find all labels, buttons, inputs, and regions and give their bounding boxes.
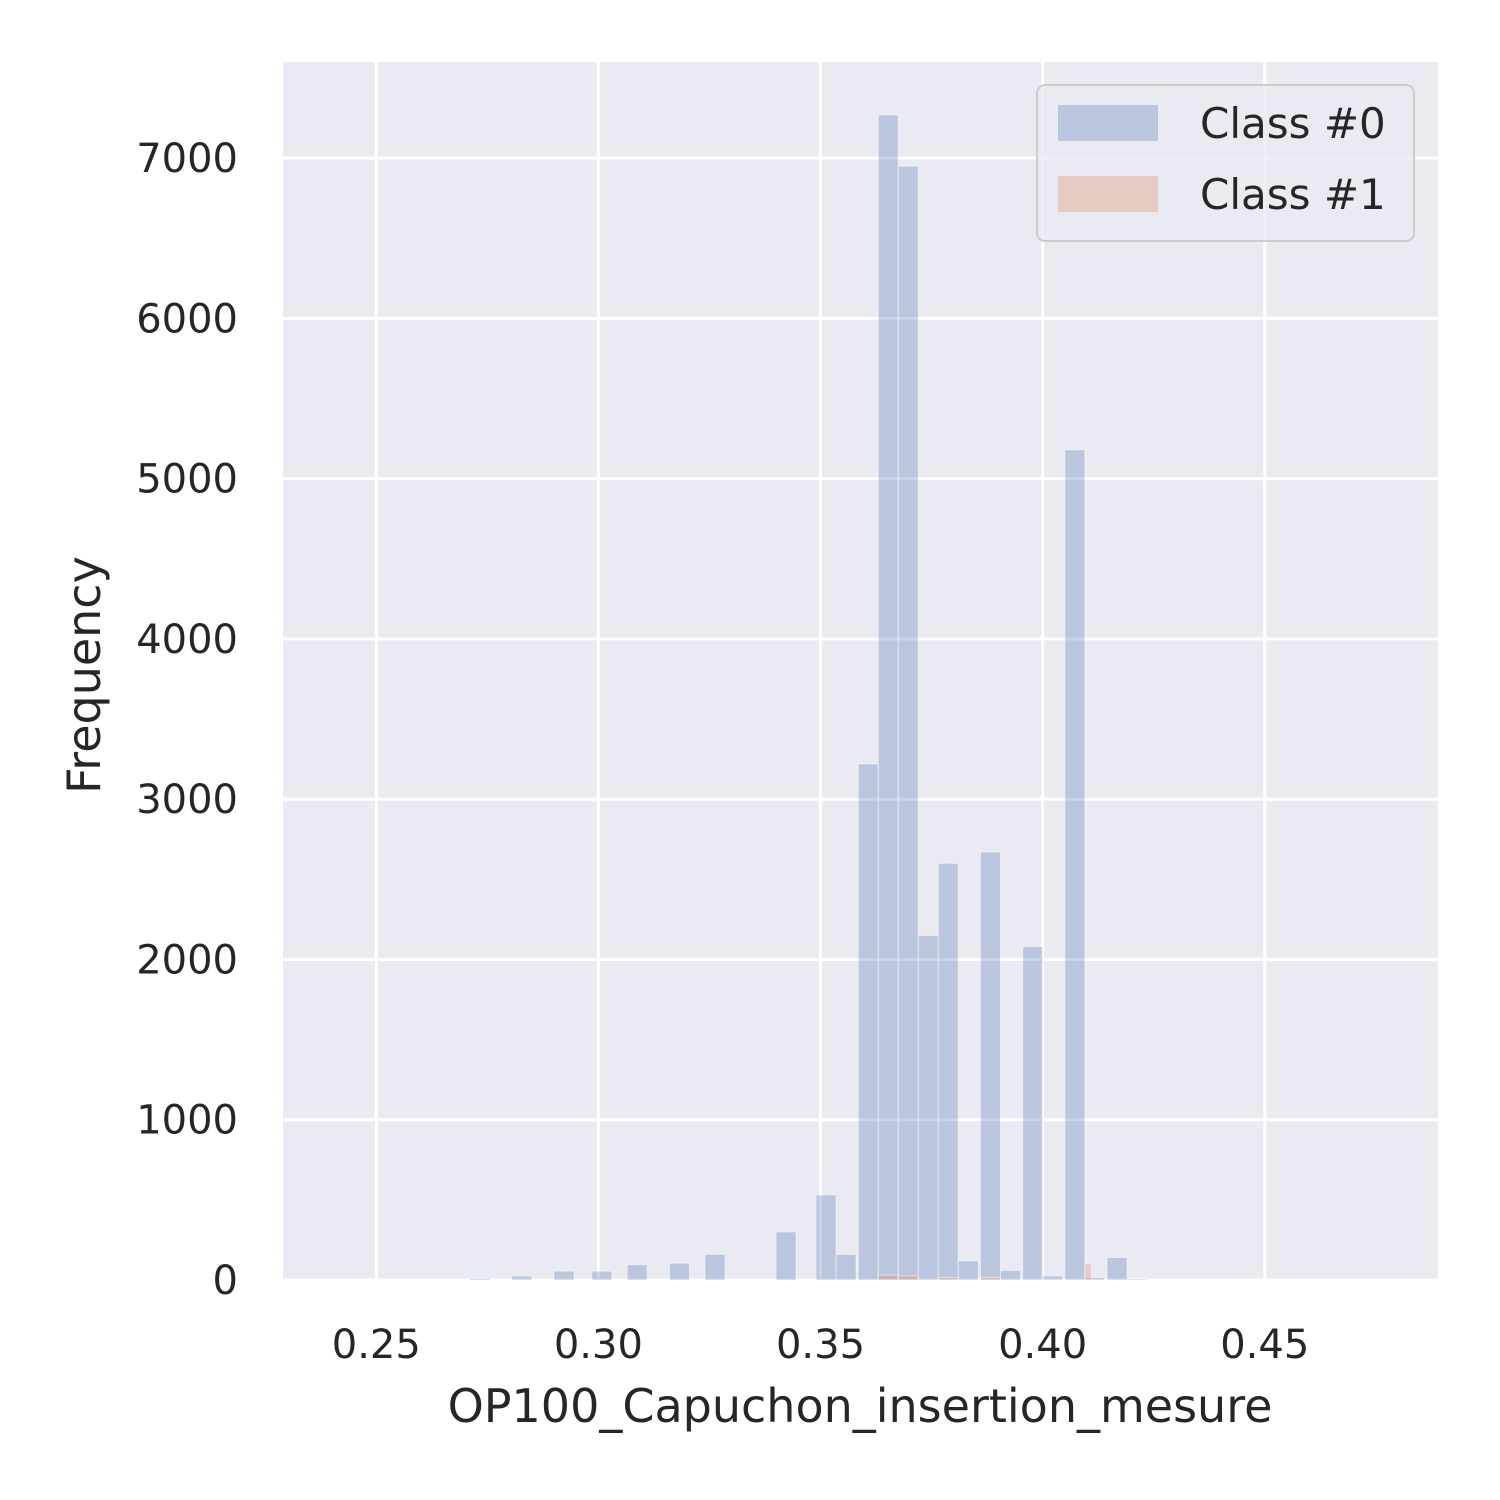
bar-class-0 (1042, 1275, 1064, 1281)
x-axis-label: OP100_Capuchon_insertion_mesure (448, 1379, 1273, 1433)
y-tick-label: 1000 (136, 1098, 238, 1144)
bar-class-0 (897, 165, 919, 1281)
bar-class-0 (1022, 946, 1044, 1281)
legend-swatch-class-1 (1058, 176, 1158, 212)
x-tick-label: 0.45 (1220, 1322, 1309, 1368)
x-tick-label: 0.40 (998, 1322, 1087, 1368)
y-tick-label: 2000 (136, 937, 238, 983)
bar-class-0 (626, 1264, 648, 1281)
legend-swatch-class-0 (1058, 105, 1158, 141)
bar-class-0 (1106, 1257, 1128, 1281)
legend-label-class-0: Class #0 (1200, 99, 1386, 148)
bar-class-1 (937, 1277, 959, 1281)
y-tick-labels: 0 1000 2000 3000 4000 5000 6000 7000 (136, 136, 238, 1304)
bar-class-1 (1084, 1263, 1093, 1281)
bars-layer (469, 114, 1148, 1281)
bar-class-0 (704, 1253, 726, 1281)
y-tick-label: 0 (213, 1258, 238, 1304)
bar-class-0 (553, 1270, 575, 1281)
plot-background (283, 62, 1438, 1280)
bar-class-1 (897, 1275, 919, 1281)
bar-class-0 (979, 851, 1001, 1281)
x-tick-label: 0.35 (776, 1322, 865, 1368)
bar-class-0 (835, 1253, 857, 1281)
y-tick-label: 7000 (136, 136, 238, 182)
bar-class-0 (775, 1231, 797, 1281)
x-tick-label: 0.25 (332, 1322, 421, 1368)
bar-class-0 (1064, 449, 1086, 1281)
bar-class-0 (511, 1275, 533, 1281)
y-tick-label: 5000 (136, 457, 238, 503)
x-tick-labels: 0.25 0.30 0.35 0.40 0.45 (332, 1322, 1310, 1368)
bar-class-0 (877, 114, 899, 1281)
bar-class-0 (957, 1260, 979, 1281)
legend-box (1036, 84, 1415, 242)
bar-class-0 (937, 862, 959, 1281)
bar-class-0 (1126, 1278, 1148, 1281)
y-axis-label: Frequency (57, 556, 111, 794)
bar-class-1 (877, 1274, 899, 1281)
bar-class-0 (469, 1277, 491, 1281)
legend-label-class-1: Class #1 (1200, 170, 1386, 219)
bar-class-0 (668, 1262, 690, 1281)
grid-lines (283, 62, 1438, 1282)
x-tick-label: 0.30 (554, 1322, 643, 1368)
bar-class-0 (591, 1270, 613, 1281)
bar-class-0 (999, 1269, 1021, 1281)
bar-class-0 (815, 1194, 837, 1281)
bar-class-0 (857, 763, 879, 1281)
y-tick-label: 6000 (136, 296, 238, 342)
legend: Class #0 Class #1 (1036, 84, 1415, 242)
y-tick-label: 3000 (136, 777, 238, 823)
bar-class-1 (979, 1277, 1001, 1281)
y-tick-label: 4000 (136, 617, 238, 663)
bar-class-0 (917, 934, 939, 1281)
